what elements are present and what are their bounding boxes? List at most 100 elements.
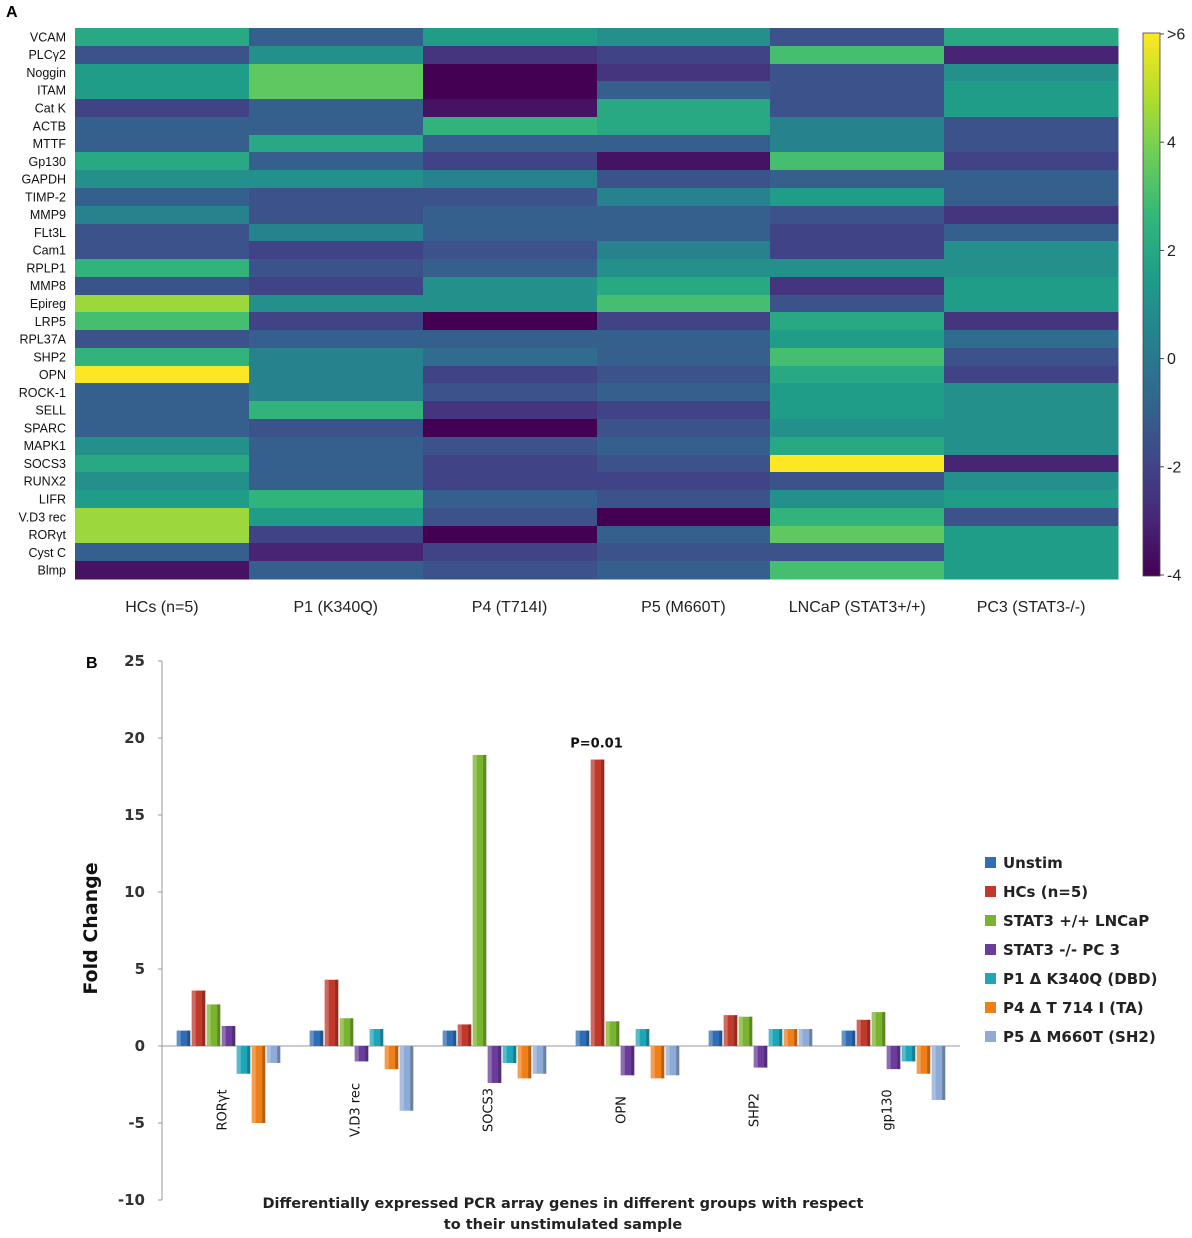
heatmap-cell (249, 28, 424, 47)
panel-b-letter: B (86, 655, 98, 672)
sample-label: LNCaP (STAT3+/+) (789, 599, 926, 616)
heatmap-cell (770, 135, 945, 153)
bar-highlight (635, 1029, 640, 1046)
heatmap-cell (75, 277, 250, 296)
y-tick-label: 0 (135, 1037, 145, 1055)
heatmap-cell (249, 81, 424, 100)
y-tick-label: 25 (124, 652, 145, 670)
heatmap-cell (770, 241, 945, 260)
heatmap-cell (597, 241, 771, 260)
bar-highlight (708, 1030, 713, 1046)
heatmap-sample-labels: HCs (n=5) P1 (K340Q) P4 (T714I) P5 (M660T) L… (125, 599, 1085, 616)
heatmap-cell (75, 348, 250, 367)
gene-label: Blmp (38, 564, 67, 578)
p-value-annotation: P=0.01 (570, 737, 623, 752)
bar-highlight (886, 1046, 891, 1070)
heatmap-cell (597, 135, 771, 153)
legend-swatch (985, 1002, 996, 1013)
bar-shade (468, 1024, 472, 1046)
heatmap-cell (423, 312, 598, 331)
bar-shade (912, 1046, 916, 1062)
bar-highlight (354, 1046, 359, 1062)
heatmap-cell (770, 295, 945, 313)
bar-highlight (650, 1046, 655, 1079)
heatmap-cell (249, 543, 424, 562)
heatmap-cell (597, 366, 771, 384)
colorbar: >6 4 2 0 -2 -4 (1142, 27, 1185, 585)
x-axis-title: Differentially expressed PCR array genes… (262, 1196, 863, 1212)
heatmap-cell (249, 241, 424, 260)
heatmap-cell (75, 188, 250, 207)
heatmap-cell (249, 135, 424, 153)
legend-label: STAT3 -/- PC 3 (1003, 941, 1120, 959)
gene-label: SHP2 (33, 350, 66, 364)
heatmap-cell (75, 508, 250, 527)
heatmap-cell (944, 348, 1119, 367)
bar-highlight (266, 1046, 271, 1063)
bar-shade (779, 1029, 783, 1046)
heatmap-cell (944, 401, 1119, 420)
gene-label: LIFR (39, 493, 66, 507)
sample-label: P4 (T714I) (472, 599, 548, 616)
heatmap-cell (597, 99, 771, 118)
bar-highlight (206, 1004, 211, 1046)
y-tick-label: 5 (135, 960, 145, 978)
heatmap-cell (944, 224, 1119, 242)
bar-shade (187, 1030, 191, 1046)
legend-swatch (985, 944, 996, 955)
bar-highlight (916, 1046, 921, 1074)
category-label: SHP2 (748, 1093, 763, 1127)
heatmap-cell (423, 46, 598, 65)
heatmap-cell (423, 135, 598, 153)
bar-shade (942, 1046, 946, 1100)
bar-shade (897, 1046, 901, 1070)
heatmap-cell (75, 259, 250, 278)
gene-label: Cyst C (29, 546, 67, 560)
category-label: OPN (615, 1096, 630, 1124)
y-tick-label: 10 (124, 883, 145, 901)
gene-label: GAPDH (22, 173, 66, 187)
heatmap-cell (770, 508, 945, 527)
heatmap-cell (423, 295, 598, 313)
heatmap-cell (597, 543, 771, 562)
heatmap-cell (249, 472, 424, 491)
bar-highlight (753, 1046, 758, 1068)
heatmap-cell (423, 99, 598, 118)
bar-shade (616, 1021, 620, 1046)
legend-label: P4 Δ T 714 I (TA) (1003, 999, 1144, 1017)
heatmap-cell (423, 561, 598, 580)
heatmap-cell (249, 401, 424, 420)
heatmap-cell (770, 401, 945, 420)
heatmap-cell (75, 312, 250, 331)
heatmap-cell (423, 277, 598, 296)
heatmap-cell (75, 117, 250, 136)
bar-shade (483, 754, 487, 1046)
bar-highlight (399, 1046, 404, 1111)
heatmap-cell (423, 383, 598, 402)
heatmap-cell (944, 472, 1119, 491)
heatmap-cell (944, 64, 1119, 82)
heatmap-cell (75, 28, 250, 47)
gene-label: MMP9 (30, 208, 66, 222)
heatmap-cell (597, 383, 771, 402)
bar-shade (277, 1046, 281, 1063)
sample-label: P1 (K340Q) (294, 599, 378, 616)
gene-label: TIMP-2 (25, 190, 66, 204)
heatmap-cell (944, 366, 1119, 384)
bar-shade (262, 1046, 266, 1123)
heatmap-cell (770, 28, 945, 47)
heatmap-cell (770, 152, 945, 171)
bar-highlight (783, 1029, 788, 1046)
bar-shade (794, 1029, 798, 1046)
bar-shade (543, 1046, 547, 1074)
y-tick-label: 20 (124, 729, 145, 747)
heatmap-cell (944, 259, 1119, 278)
x-axis-title: to their unstimulated sample (444, 1217, 683, 1233)
heatmap-cell (249, 455, 424, 473)
heatmap-cell (944, 135, 1119, 153)
heatmap-cell (249, 330, 424, 349)
bar-highlight (575, 1030, 580, 1046)
gene-label: ROCK-1 (19, 386, 66, 400)
y-axis-title: Fold Change (80, 862, 102, 994)
